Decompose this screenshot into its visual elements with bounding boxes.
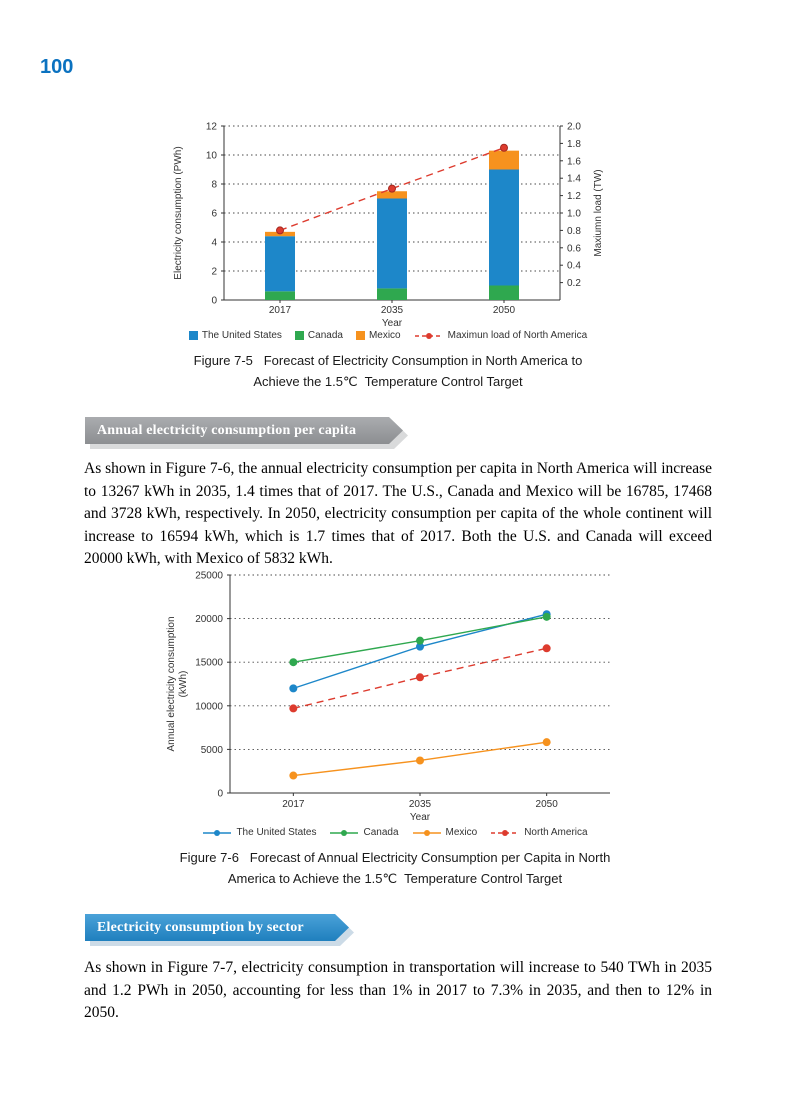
legend-item-mexico: Mexico xyxy=(355,330,401,341)
svg-text:6: 6 xyxy=(211,209,217,220)
legend-item-canada: Canada xyxy=(329,827,399,838)
svg-text:2: 2 xyxy=(211,267,217,278)
caption-line-2: America to Achieve the 1.5℃ Temperature … xyxy=(227,871,563,887)
svg-text:0.8: 0.8 xyxy=(567,226,581,237)
figure-7-6-legend: The United States Canada Mexico North Ameri… xyxy=(202,827,588,838)
svg-text:2017: 2017 xyxy=(282,799,305,810)
legend-item-the-united-states: The United States xyxy=(202,827,316,838)
per-capita-consumption-line-chart: 0 5000 10000 15000 20000 25000 2017 2035 2050 Yea… xyxy=(166,571,610,823)
figure-7-5: 0 2 4 6 8 10 12 0.2 0.4 0.6 0.8 1.0 1.2 1.4 1.6 1.8 2.0 2… xyxy=(168,112,608,393)
caption-line-1: Figure 7-5 Forecast of Electricity Consu… xyxy=(193,353,583,368)
figure-7-6: 0 5000 10000 15000 20000 25000 2017 2035 2050 Yea… xyxy=(160,563,630,890)
svg-text:25000: 25000 xyxy=(195,571,223,582)
legend-label: North America xyxy=(524,827,588,838)
caption-line-1: Figure 7-6 Forecast of Annual Electricit… xyxy=(179,850,611,865)
svg-text:0.2: 0.2 xyxy=(567,278,581,289)
legend-swatch xyxy=(294,331,304,340)
legend-item-the-united-states: The United States xyxy=(188,330,282,341)
svg-text:0: 0 xyxy=(217,789,223,800)
legend-swatch xyxy=(188,331,198,340)
svg-text:1.6: 1.6 xyxy=(567,156,581,167)
legend-label: The United States xyxy=(236,827,317,838)
legend-item-north-america: North America xyxy=(490,827,588,838)
svg-text:10: 10 xyxy=(206,151,218,162)
legend-item-canada: Canada xyxy=(294,330,343,341)
section-heading-label: Electricity consumption by sector xyxy=(85,914,349,941)
electricity-consumption-stacked-bar-chart: 0 2 4 6 8 10 12 0.2 0.4 0.6 0.8 1.0 1.2 1.4 1.6 1.8 2.0 2… xyxy=(173,122,604,329)
svg-text:Year: Year xyxy=(382,318,403,328)
legend-label: Canada xyxy=(307,330,343,341)
legend-marker xyxy=(203,829,232,836)
svg-text:5000: 5000 xyxy=(201,745,224,756)
figure-7-6-caption: Figure 7-6 Forecast of Annual Electricit… xyxy=(180,847,611,890)
svg-text:12: 12 xyxy=(206,122,218,133)
section-heading-consumption-by-sector: Electricity consumption by sector xyxy=(85,914,349,941)
legend-item-maximun-load-of-north-america: Maximun load of North America xyxy=(414,330,588,341)
legend-marker xyxy=(414,332,443,339)
legend-marker xyxy=(491,829,520,836)
svg-text:Year: Year xyxy=(410,812,431,823)
svg-text:1.8: 1.8 xyxy=(567,139,581,150)
svg-text:Electricity consumption (PWh): Electricity consumption (PWh) xyxy=(173,146,184,279)
svg-text:2035: 2035 xyxy=(381,305,404,316)
svg-text:20000: 20000 xyxy=(195,614,223,625)
legend-swatch xyxy=(355,331,365,340)
legend-label: Canada xyxy=(363,827,399,838)
svg-text:15000: 15000 xyxy=(195,658,223,669)
section-heading-annual-electricity-per-capita: Annual electricity consumption per capit… xyxy=(85,417,403,444)
svg-text:0.6: 0.6 xyxy=(567,243,581,254)
svg-text:0.4: 0.4 xyxy=(567,261,581,272)
legend-item-mexico: Mexico xyxy=(412,827,478,838)
legend-label: Maximun load of North America xyxy=(447,330,588,341)
legend-marker xyxy=(412,829,441,836)
svg-text:(kWh): (kWh) xyxy=(178,671,189,698)
svg-text:Maxiumn load (TW): Maxiumn load (TW) xyxy=(593,169,604,256)
svg-text:2050: 2050 xyxy=(493,305,516,316)
svg-text:2.0: 2.0 xyxy=(567,122,581,133)
figure-7-5-caption: Figure 7-5 Forecast of Electricity Consu… xyxy=(194,350,583,393)
svg-text:2050: 2050 xyxy=(536,799,559,810)
legend-label: Mexico xyxy=(445,827,478,838)
legend-label: Mexico xyxy=(368,330,401,341)
svg-text:1.2: 1.2 xyxy=(567,191,581,202)
svg-text:1.4: 1.4 xyxy=(567,174,581,185)
page-number: 100 xyxy=(40,56,74,78)
svg-text:Annual electricity consumption: Annual electricity consumption xyxy=(166,616,177,751)
svg-text:0: 0 xyxy=(211,296,217,307)
svg-text:10000: 10000 xyxy=(195,701,223,712)
svg-text:4: 4 xyxy=(211,238,217,249)
legend-marker xyxy=(330,829,359,836)
legend-label: The United States xyxy=(201,330,282,341)
paragraph-consumption-by-sector: As shown in Figure 7-7, electricity cons… xyxy=(84,959,712,1021)
svg-text:2035: 2035 xyxy=(409,799,432,810)
svg-text:1.0: 1.0 xyxy=(567,209,581,220)
paragraph-annual-consumption: As shown in Figure 7-6, the annual elect… xyxy=(84,460,712,567)
section-heading-label: Annual electricity consumption per capit… xyxy=(85,417,403,444)
svg-text:8: 8 xyxy=(211,180,217,191)
caption-line-2: Achieve the 1.5℃ Temperature Control Tar… xyxy=(253,374,523,390)
svg-text:2017: 2017 xyxy=(269,305,292,316)
figure-7-5-legend: The United States Canada Mexico Maximun loa… xyxy=(188,330,588,341)
